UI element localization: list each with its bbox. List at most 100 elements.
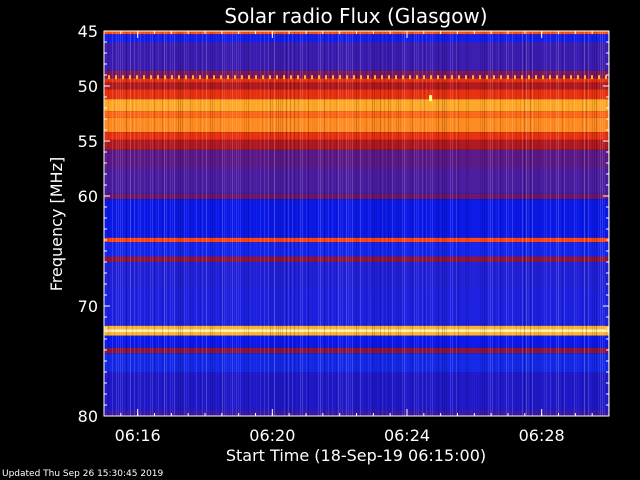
texture-streak: [396, 31, 397, 416]
texture-streak: [294, 31, 295, 416]
texture-streak: [328, 31, 329, 416]
texture-streak: [194, 31, 195, 416]
texture-streak: [162, 31, 163, 416]
texture-streak: [122, 31, 123, 416]
texture-streak: [176, 31, 177, 416]
spike-mark: [598, 75, 600, 80]
texture-streak: [392, 31, 393, 416]
texture-streak: [376, 31, 377, 416]
spike-mark: [458, 75, 460, 80]
texture-streak: [154, 31, 155, 416]
texture-streak: [486, 31, 487, 416]
texture-streak: [244, 31, 245, 416]
texture-streak: [236, 31, 237, 416]
texture-streak: [152, 31, 153, 416]
texture-streak: [224, 31, 225, 416]
texture-streak: [150, 31, 151, 416]
chart-title: Solar radio Flux (Glasgow): [224, 4, 487, 28]
texture-streak: [368, 31, 369, 416]
spike-mark: [311, 75, 313, 80]
texture-streak: [464, 31, 465, 416]
y-tick-label: 50: [78, 77, 98, 96]
texture-streak: [350, 31, 351, 416]
texture-streak: [218, 31, 219, 416]
texture-streak: [344, 31, 345, 416]
texture-streak: [426, 31, 427, 416]
texture-streak: [276, 31, 277, 416]
texture-streak: [474, 31, 475, 416]
spike-mark: [556, 75, 558, 80]
texture-streak: [578, 31, 579, 416]
texture-streak: [352, 31, 353, 416]
spike-mark: [570, 75, 572, 80]
frequency-band: [104, 193, 609, 200]
texture-streak: [510, 31, 511, 416]
spike-mark: [325, 75, 327, 80]
spike-mark: [276, 75, 278, 80]
texture-streak: [412, 31, 413, 416]
texture-streak: [400, 31, 401, 416]
texture-streak: [542, 31, 543, 416]
burst-marker: [429, 95, 433, 102]
spike-mark: [206, 75, 208, 80]
texture-streak: [222, 31, 223, 416]
texture-streak: [288, 31, 289, 416]
texture-streak: [186, 31, 187, 416]
texture-streak: [226, 31, 227, 416]
texture-streak: [156, 31, 157, 416]
spike-mark: [171, 75, 173, 80]
x-tick-label: 06:28: [519, 426, 565, 445]
texture-streak: [408, 31, 409, 416]
frequency-band: [104, 149, 609, 169]
texture-streak: [540, 31, 541, 416]
texture-streak: [274, 31, 275, 416]
spike-mark: [507, 75, 509, 80]
texture-streak: [416, 31, 417, 416]
texture-streak: [170, 31, 171, 416]
frequency-band: [104, 168, 609, 194]
texture-streak: [514, 31, 515, 416]
texture-streak: [306, 31, 307, 416]
spike-mark: [108, 75, 110, 80]
texture-streak: [552, 31, 553, 416]
texture-streak: [228, 31, 229, 416]
spike-mark: [150, 75, 152, 80]
texture-streak: [558, 31, 559, 416]
texture-streak: [370, 31, 371, 416]
texture-streak: [468, 31, 469, 416]
y-tick-label: 60: [78, 187, 98, 206]
texture-streak: [116, 31, 117, 416]
texture-streak: [248, 31, 249, 416]
texture-streak: [168, 31, 169, 416]
frequency-band: [104, 78, 609, 83]
texture-streak: [366, 31, 367, 416]
x-tick-label: 06:16: [115, 426, 161, 445]
texture-streak: [280, 31, 281, 416]
texture-streak: [120, 31, 121, 416]
texture-streak: [546, 31, 547, 416]
spike-mark: [423, 75, 425, 80]
frequency-band: [104, 242, 609, 257]
spike-mark: [388, 75, 390, 80]
texture-streak: [290, 31, 291, 416]
texture-streak: [382, 31, 383, 416]
texture-streak: [362, 31, 363, 416]
spike-mark: [129, 75, 131, 80]
texture-streak: [512, 31, 513, 416]
texture-streak: [482, 31, 483, 416]
texture-streak: [346, 31, 347, 416]
spike-mark: [437, 75, 439, 80]
texture-streak: [190, 31, 191, 416]
x-tick-label: 06:20: [249, 426, 295, 445]
spike-mark: [248, 75, 250, 80]
texture-streak: [418, 31, 419, 416]
spike-mark: [185, 75, 187, 80]
texture-streak: [234, 31, 235, 416]
texture-streak: [144, 31, 145, 416]
texture-streak: [364, 31, 365, 416]
spectrogram-texture: [104, 31, 609, 416]
texture-streak: [422, 31, 423, 416]
spike-mark: [164, 75, 166, 80]
spike-mark: [290, 75, 292, 80]
texture-streak: [454, 31, 455, 416]
